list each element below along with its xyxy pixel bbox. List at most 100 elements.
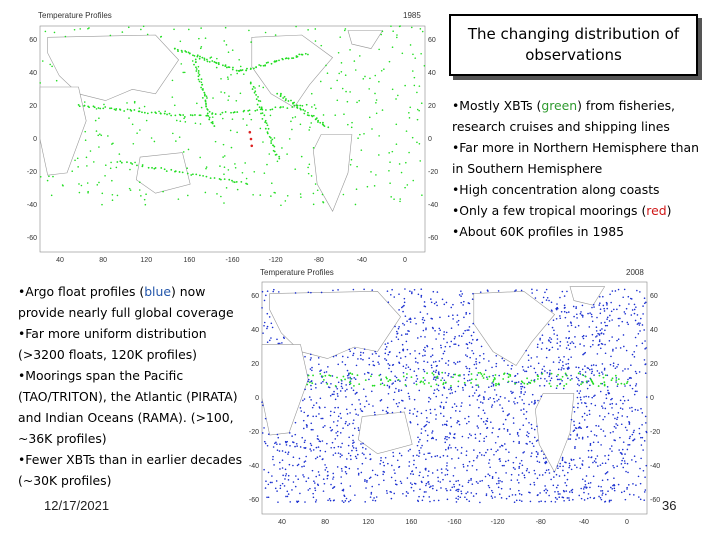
observation-point xyxy=(267,127,270,130)
observation-point xyxy=(370,493,373,495)
observation-point xyxy=(423,453,425,456)
observation-point xyxy=(565,363,567,365)
observation-point xyxy=(364,478,366,481)
observation-point xyxy=(581,478,584,481)
observation-point xyxy=(251,88,254,90)
observation-point xyxy=(398,293,400,295)
observation-point xyxy=(261,117,264,120)
observation-point xyxy=(641,412,644,414)
observation-point xyxy=(290,120,292,123)
observation-point xyxy=(443,379,446,382)
observation-point xyxy=(272,446,275,448)
observation-point xyxy=(626,429,628,431)
observation-point xyxy=(477,427,480,429)
observation-point xyxy=(626,462,629,465)
observation-point xyxy=(373,185,376,187)
observation-point xyxy=(396,459,399,462)
observation-point xyxy=(558,356,560,359)
observation-point xyxy=(576,433,579,436)
observation-point xyxy=(324,469,327,471)
observation-point xyxy=(470,479,472,481)
observation-point xyxy=(541,342,544,344)
observation-point xyxy=(317,357,320,359)
observation-point xyxy=(562,364,564,367)
observation-point xyxy=(330,446,332,449)
observation-point xyxy=(428,486,431,489)
observation-point xyxy=(447,447,450,450)
observation-point xyxy=(592,343,594,346)
observation-point xyxy=(623,311,626,313)
observation-point xyxy=(622,370,624,372)
observation-point xyxy=(580,497,583,500)
observation-point xyxy=(55,79,58,82)
observation-point xyxy=(424,424,427,427)
observation-point xyxy=(261,290,264,293)
bullet-item: •Mostly XBTs (green) from fisheries, res… xyxy=(452,95,702,137)
observation-point xyxy=(138,181,141,184)
observation-point xyxy=(525,434,528,437)
observation-point xyxy=(484,475,487,478)
observation-point xyxy=(270,195,272,197)
observation-point xyxy=(517,381,520,383)
observation-point xyxy=(349,49,351,51)
observation-point xyxy=(394,375,396,377)
observation-point xyxy=(354,455,357,458)
observation-point xyxy=(491,404,494,406)
observation-point xyxy=(39,176,42,178)
observation-point xyxy=(344,471,347,473)
observation-point xyxy=(285,444,288,446)
observation-point xyxy=(366,479,368,482)
observation-point xyxy=(257,95,259,98)
observation-point xyxy=(473,449,475,451)
observation-point xyxy=(611,402,614,405)
lon-tick-label: -80 xyxy=(314,257,324,264)
observation-point xyxy=(423,370,426,373)
observation-point xyxy=(372,499,374,502)
observation-point xyxy=(241,69,244,71)
observation-point xyxy=(208,60,211,63)
observation-point xyxy=(637,322,640,324)
observation-point xyxy=(555,486,558,489)
observation-point xyxy=(446,420,448,422)
mooring-point xyxy=(321,375,324,378)
observation-point xyxy=(371,469,374,472)
observation-point xyxy=(519,395,521,398)
observation-point xyxy=(182,71,185,74)
observation-point xyxy=(477,482,479,484)
observation-point xyxy=(411,70,414,72)
observation-point xyxy=(410,486,413,489)
observation-point xyxy=(550,301,553,304)
lat-tick-label: -40 xyxy=(249,463,259,470)
observation-point xyxy=(53,31,56,34)
observation-point xyxy=(436,455,439,457)
observation-point xyxy=(547,469,550,471)
observation-point xyxy=(307,172,310,175)
mooring-point xyxy=(426,372,428,375)
observation-point xyxy=(583,345,585,347)
observation-point xyxy=(354,203,357,206)
observation-point xyxy=(198,73,201,76)
observation-point xyxy=(493,389,496,391)
observation-point xyxy=(303,446,305,449)
observation-point xyxy=(345,466,348,469)
observation-point xyxy=(624,426,627,429)
observation-point xyxy=(472,395,474,397)
observation-point xyxy=(540,348,543,350)
observation-point xyxy=(557,493,560,495)
observation-point xyxy=(261,432,264,434)
observation-point xyxy=(521,385,524,388)
observation-point xyxy=(479,433,482,435)
observation-point xyxy=(340,385,343,388)
observation-point xyxy=(446,396,448,399)
observation-point xyxy=(607,392,610,395)
observation-point xyxy=(400,389,403,392)
observation-point xyxy=(545,460,547,463)
observation-point xyxy=(453,373,455,376)
observation-point xyxy=(73,28,76,31)
observation-point xyxy=(210,121,213,124)
lon-tick-label: -120 xyxy=(269,257,283,264)
observation-point xyxy=(352,288,355,291)
observation-point xyxy=(570,374,572,377)
observation-point xyxy=(595,336,597,338)
observation-point xyxy=(391,464,393,467)
